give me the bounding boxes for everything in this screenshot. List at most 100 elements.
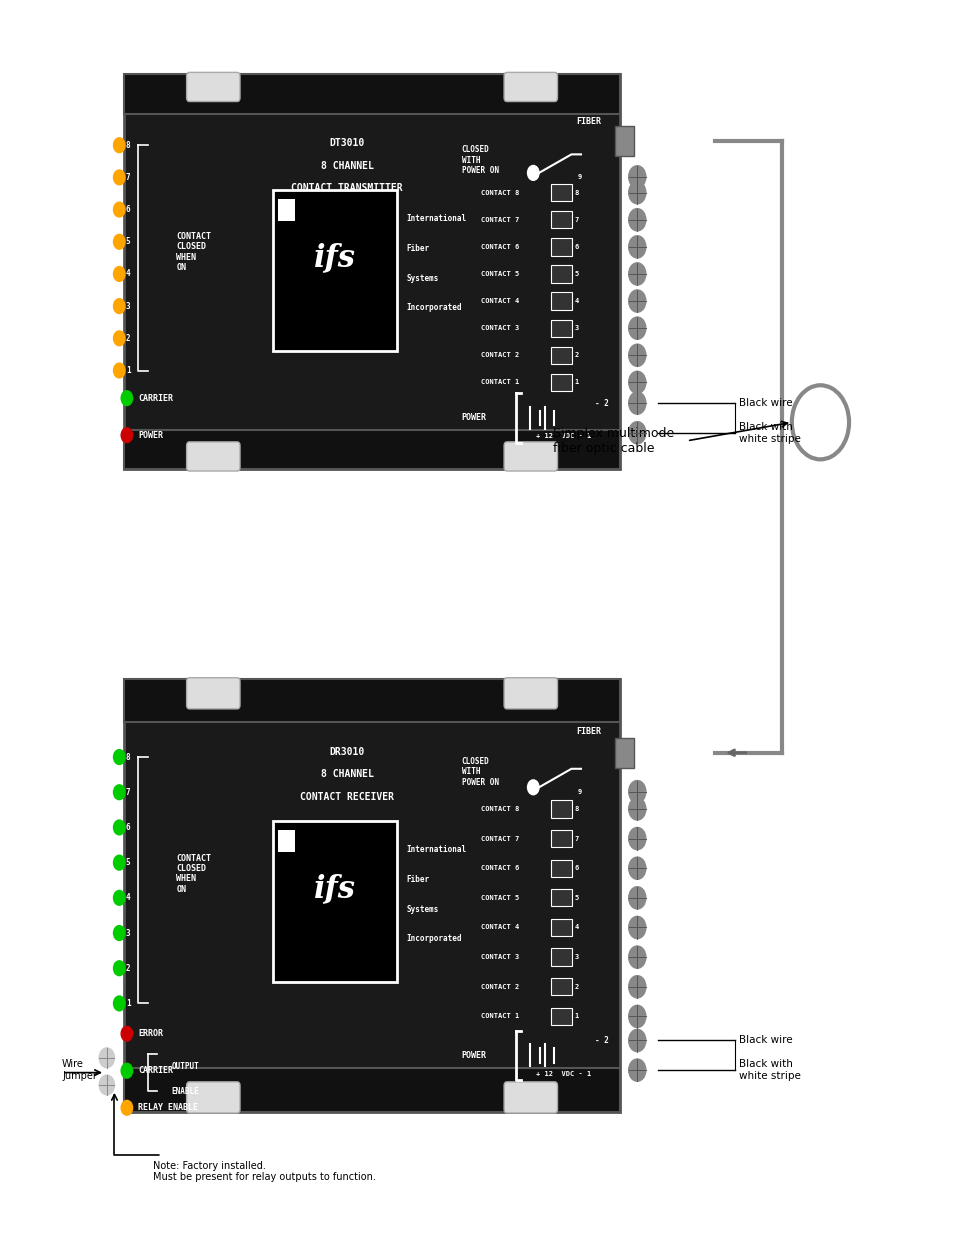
Circle shape [113,926,125,941]
Circle shape [121,1100,132,1115]
Circle shape [113,961,125,976]
Text: CONTACT 2: CONTACT 2 [480,352,518,358]
Text: 4: 4 [574,925,578,930]
Text: 8: 8 [574,806,578,811]
Text: CLOSED
WITH
POWER ON: CLOSED WITH POWER ON [461,146,498,175]
Circle shape [113,995,125,1010]
FancyBboxPatch shape [550,800,571,818]
Text: POWER: POWER [138,431,163,440]
FancyBboxPatch shape [550,184,571,201]
Circle shape [121,1026,132,1041]
Circle shape [628,391,645,414]
Text: 8 CHANNEL: 8 CHANNEL [320,769,374,779]
Circle shape [628,182,645,204]
Circle shape [628,781,645,803]
Circle shape [527,781,538,795]
FancyBboxPatch shape [550,374,571,391]
Text: 4: 4 [126,893,131,903]
Circle shape [628,976,645,998]
FancyBboxPatch shape [187,442,240,471]
Text: 5: 5 [126,237,131,246]
FancyBboxPatch shape [124,430,619,469]
Circle shape [113,267,125,282]
Text: Black with
white stripe: Black with white stripe [739,1060,801,1081]
Circle shape [628,887,645,909]
FancyBboxPatch shape [273,821,396,982]
Circle shape [113,299,125,314]
Text: CONTACT 2: CONTACT 2 [480,984,518,989]
Circle shape [628,421,645,443]
Circle shape [628,317,645,340]
Text: International: International [406,846,466,855]
Text: CONTACT
CLOSED
WHEN
ON: CONTACT CLOSED WHEN ON [176,853,212,894]
Text: FIBER: FIBER [576,117,600,126]
Text: CONTACT 5: CONTACT 5 [480,895,518,900]
Text: 2: 2 [117,1053,122,1062]
Circle shape [628,798,645,820]
Text: 9: 9 [577,174,580,180]
FancyBboxPatch shape [187,1082,240,1113]
Circle shape [121,1063,132,1078]
Circle shape [113,820,125,835]
Text: Incorporated: Incorporated [406,935,461,944]
Text: 1: 1 [117,1081,122,1089]
Text: 6: 6 [126,823,131,832]
Text: 4: 4 [126,269,131,278]
Text: 2: 2 [574,984,578,989]
Text: ifs: ifs [314,873,355,904]
Text: POWER: POWER [461,414,486,422]
Text: ifs: ifs [314,242,355,273]
Circle shape [99,1074,114,1094]
Circle shape [113,750,125,764]
Text: Wire
Jumper: Wire Jumper [62,1060,97,1081]
Text: CONTACT 4: CONTACT 4 [480,298,518,304]
Text: Systems: Systems [406,274,438,283]
Text: 4: 4 [574,298,578,304]
Text: 5: 5 [574,270,578,277]
Text: 6: 6 [574,243,578,249]
Circle shape [628,263,645,285]
Circle shape [113,363,125,378]
Text: ERROR: ERROR [138,1029,163,1039]
Text: Fiber: Fiber [406,874,429,884]
Text: Black with
white stripe: Black with white stripe [739,422,801,443]
FancyBboxPatch shape [277,199,294,221]
FancyBboxPatch shape [503,678,557,709]
Text: CONTACT 8: CONTACT 8 [480,190,518,195]
Text: CONTACT 5: CONTACT 5 [480,270,518,277]
FancyBboxPatch shape [550,889,571,906]
Text: - 2: - 2 [595,1036,609,1045]
Circle shape [113,203,125,217]
Text: 8: 8 [126,141,131,149]
Text: 2: 2 [574,352,578,358]
Circle shape [628,827,645,850]
Text: 3: 3 [126,301,131,311]
Circle shape [628,290,645,312]
Text: + 12  VDC - 1: + 12 VDC - 1 [536,433,591,440]
Circle shape [628,165,645,188]
FancyBboxPatch shape [550,978,571,995]
FancyBboxPatch shape [615,739,634,768]
Circle shape [628,916,645,939]
FancyBboxPatch shape [615,126,634,156]
Text: CONTACT RECEIVER: CONTACT RECEIVER [300,792,394,802]
Circle shape [527,165,538,180]
Text: CONTACT
CLOSED
WHEN
ON: CONTACT CLOSED WHEN ON [176,232,212,272]
Circle shape [121,427,132,442]
Text: FIBER: FIBER [576,726,600,736]
Text: Fiber: Fiber [406,245,429,253]
Text: 3: 3 [574,955,578,960]
Text: CONTACT 6: CONTACT 6 [480,866,518,871]
Circle shape [628,209,645,231]
Circle shape [113,235,125,249]
Circle shape [121,390,132,405]
Text: 3: 3 [126,929,131,937]
FancyBboxPatch shape [550,948,571,966]
Text: 7: 7 [574,836,578,841]
Circle shape [628,946,645,968]
Text: 1: 1 [574,1014,578,1019]
Text: CONTACT TRANSMITTER: CONTACT TRANSMITTER [291,183,403,193]
Text: CONTACT 3: CONTACT 3 [480,955,518,960]
Text: 2: 2 [126,333,131,343]
Text: CONTACT 7: CONTACT 7 [480,836,518,841]
